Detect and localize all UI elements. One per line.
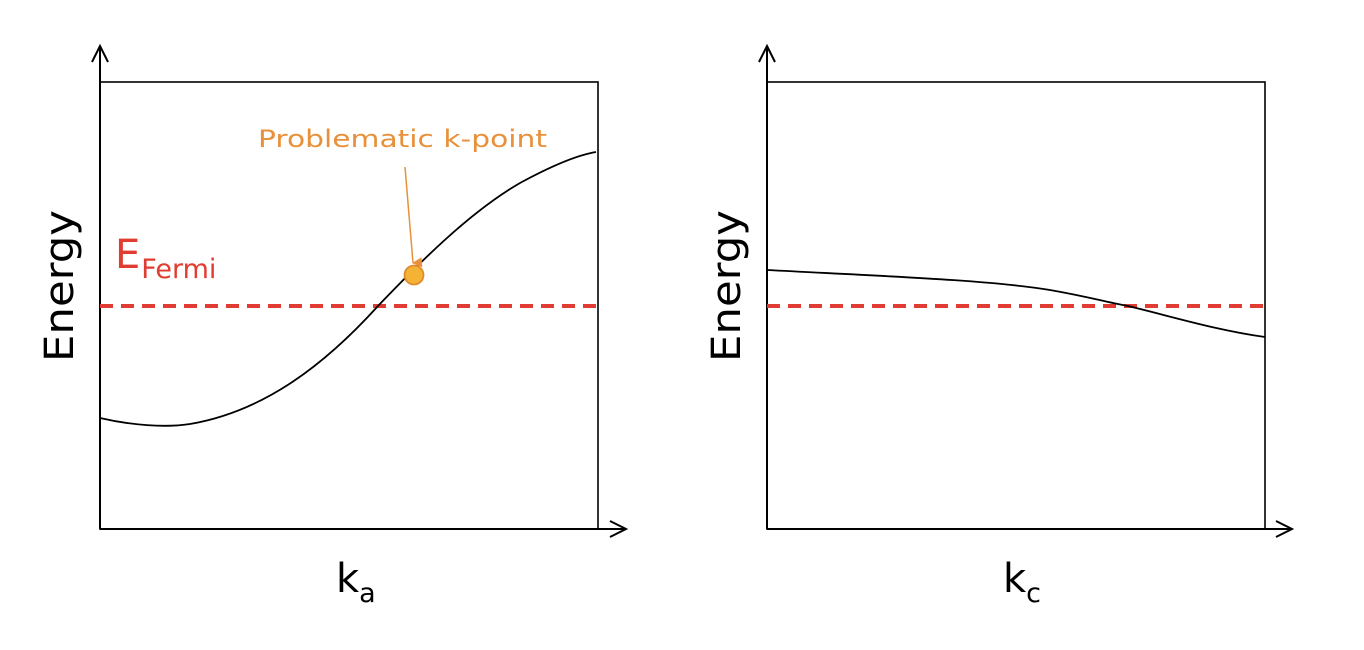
right-x-axis-title-sub: c <box>1026 578 1041 609</box>
left-x-axis-arrowhead <box>609 520 629 538</box>
callout-arrow <box>404 166 423 268</box>
left-y-axis-title: Energy <box>37 210 83 362</box>
right-x-axis-arrowhead <box>1275 520 1295 538</box>
right-x-axis-title: kc <box>1003 556 1041 609</box>
right-panel: Energy kc <box>704 43 1295 609</box>
left-x-axis-title: ka <box>336 556 376 609</box>
left-y-axis-arrowhead <box>91 43 109 63</box>
fermi-label: EFermi <box>115 232 216 285</box>
fermi-label-sub: Fermi <box>141 254 216 285</box>
right-y-axis-title: Energy <box>704 210 750 362</box>
problematic-k-point-marker <box>403 264 425 286</box>
left-panel: Problematic k-point EFermi Energy ka <box>37 43 629 609</box>
right-band-curve <box>766 269 1266 338</box>
right-x-axis-title-main: k <box>1003 556 1027 602</box>
left-band-curve <box>99 151 597 427</box>
callout-label: Problematic k-point <box>258 125 547 153</box>
fermi-label-main: E <box>115 232 140 278</box>
right-y-axis-arrowhead <box>758 43 776 63</box>
left-x-axis-title-sub: a <box>359 578 376 609</box>
left-x-axis-title-main: k <box>336 556 360 602</box>
